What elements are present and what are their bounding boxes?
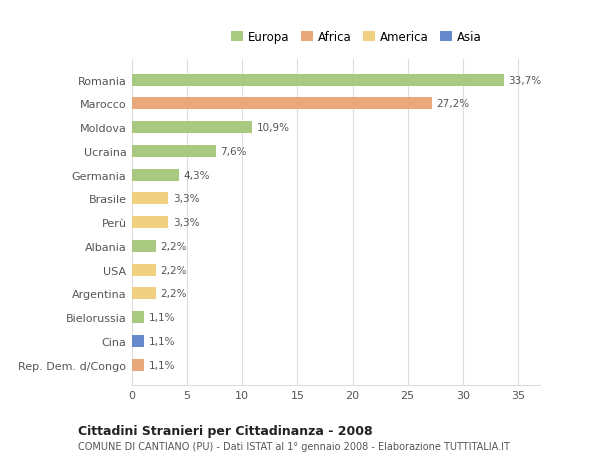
Text: 3,3%: 3,3% [173,218,199,228]
Bar [132,146,216,157]
Text: 10,9%: 10,9% [257,123,290,133]
Text: 1,1%: 1,1% [149,360,175,370]
Text: 33,7%: 33,7% [508,75,541,85]
Text: 2,2%: 2,2% [161,289,187,299]
Bar [132,169,179,181]
Text: 27,2%: 27,2% [436,99,469,109]
Bar [132,98,432,110]
Bar [132,312,144,323]
Text: 3,3%: 3,3% [173,194,199,204]
Text: COMUNE DI CANTIANO (PU) - Dati ISTAT al 1° gennaio 2008 - Elaborazione TUTTITALI: COMUNE DI CANTIANO (PU) - Dati ISTAT al … [78,441,510,451]
Bar [132,193,169,205]
Text: 1,1%: 1,1% [149,336,175,346]
Text: 2,2%: 2,2% [161,241,187,252]
Legend: Europa, Africa, America, Asia: Europa, Africa, America, Asia [227,27,486,49]
Bar [132,288,156,300]
Bar [132,335,144,347]
Bar [132,217,169,229]
Text: 2,2%: 2,2% [161,265,187,275]
Text: 4,3%: 4,3% [184,170,211,180]
Text: 1,1%: 1,1% [149,313,175,322]
Bar [132,264,156,276]
Bar [132,122,252,134]
Bar [132,241,156,252]
Text: 7,6%: 7,6% [220,146,247,157]
Text: Cittadini Stranieri per Cittadinanza - 2008: Cittadini Stranieri per Cittadinanza - 2… [78,424,373,437]
Bar [132,74,503,86]
Bar [132,359,144,371]
